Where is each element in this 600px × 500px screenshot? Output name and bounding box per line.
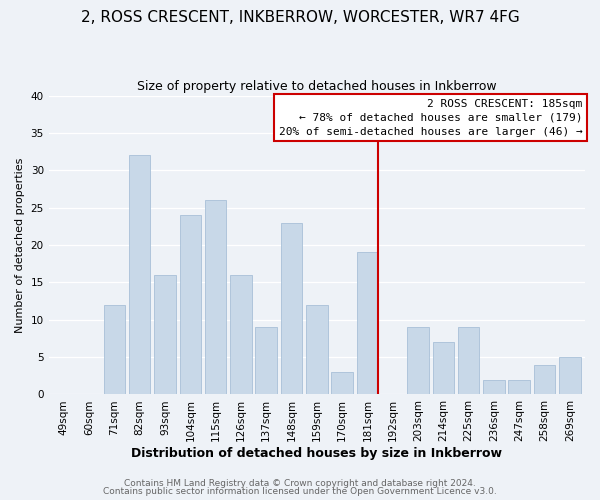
Text: Contains HM Land Registry data © Crown copyright and database right 2024.: Contains HM Land Registry data © Crown c… — [124, 478, 476, 488]
Bar — [534, 364, 555, 394]
Bar — [104, 305, 125, 394]
Bar — [230, 275, 251, 394]
Bar — [129, 156, 151, 394]
Text: 2, ROSS CRESCENT, INKBERROW, WORCESTER, WR7 4FG: 2, ROSS CRESCENT, INKBERROW, WORCESTER, … — [80, 10, 520, 25]
Bar — [256, 327, 277, 394]
Bar — [154, 275, 176, 394]
Bar — [458, 327, 479, 394]
Y-axis label: Number of detached properties: Number of detached properties — [15, 158, 25, 332]
Text: 2 ROSS CRESCENT: 185sqm
← 78% of detached houses are smaller (179)
20% of semi-d: 2 ROSS CRESCENT: 185sqm ← 78% of detache… — [278, 98, 583, 136]
Bar — [433, 342, 454, 394]
Bar — [306, 305, 328, 394]
Bar — [179, 215, 201, 394]
Bar — [508, 380, 530, 394]
Bar — [356, 252, 378, 394]
Bar — [281, 222, 302, 394]
Title: Size of property relative to detached houses in Inkberrow: Size of property relative to detached ho… — [137, 80, 497, 93]
Text: Contains public sector information licensed under the Open Government Licence v3: Contains public sector information licen… — [103, 487, 497, 496]
X-axis label: Distribution of detached houses by size in Inkberrow: Distribution of detached houses by size … — [131, 447, 502, 460]
Bar — [331, 372, 353, 394]
Bar — [483, 380, 505, 394]
Bar — [407, 327, 429, 394]
Bar — [559, 357, 581, 395]
Bar — [205, 200, 226, 394]
